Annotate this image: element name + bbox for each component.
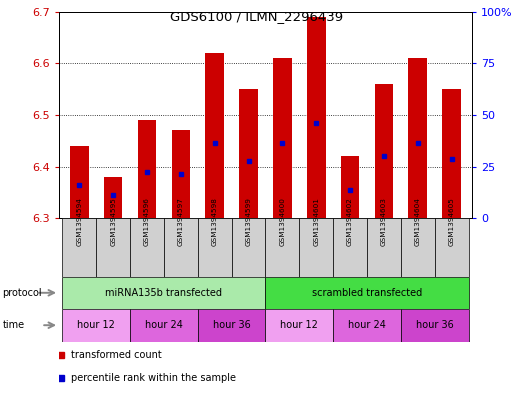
Text: GSM1394601: GSM1394601: [313, 198, 319, 246]
Bar: [307, 17, 326, 218]
Bar: [104, 177, 123, 218]
Text: GSM1394599: GSM1394599: [246, 198, 251, 246]
Text: hour 36: hour 36: [213, 320, 250, 330]
Bar: [198, 309, 266, 342]
Bar: [130, 218, 164, 277]
Text: percentile rank within the sample: percentile rank within the sample: [71, 373, 236, 383]
Text: hour 24: hour 24: [348, 320, 386, 330]
Text: GSM1394597: GSM1394597: [178, 198, 184, 246]
Text: GSM1394596: GSM1394596: [144, 198, 150, 246]
Text: GSM1394598: GSM1394598: [212, 198, 218, 246]
Bar: [442, 89, 461, 218]
Bar: [273, 58, 292, 218]
Text: GSM1394595: GSM1394595: [110, 198, 116, 246]
Bar: [63, 309, 130, 342]
Bar: [333, 309, 401, 342]
Bar: [63, 277, 266, 309]
Bar: [401, 218, 435, 277]
Text: scrambled transfected: scrambled transfected: [312, 288, 422, 298]
Text: GSM1394594: GSM1394594: [76, 198, 82, 246]
Text: hour 36: hour 36: [416, 320, 453, 330]
Bar: [205, 53, 224, 218]
Bar: [266, 277, 468, 309]
Bar: [367, 218, 401, 277]
Bar: [137, 120, 156, 218]
Bar: [232, 218, 266, 277]
Text: GSM1394604: GSM1394604: [415, 198, 421, 246]
Text: GSM1394600: GSM1394600: [280, 198, 285, 246]
Bar: [333, 218, 367, 277]
Text: transformed count: transformed count: [71, 350, 162, 360]
Bar: [435, 218, 468, 277]
Bar: [63, 218, 96, 277]
Text: miRNA135b transfected: miRNA135b transfected: [106, 288, 223, 298]
Text: hour 12: hour 12: [281, 320, 318, 330]
Text: GSM1394605: GSM1394605: [449, 198, 455, 246]
Text: hour 24: hour 24: [145, 320, 183, 330]
Text: GSM1394603: GSM1394603: [381, 198, 387, 246]
Bar: [299, 218, 333, 277]
Text: hour 12: hour 12: [77, 320, 115, 330]
Text: GSM1394602: GSM1394602: [347, 198, 353, 246]
Text: protocol: protocol: [3, 288, 42, 298]
Bar: [401, 309, 468, 342]
Bar: [266, 309, 333, 342]
Text: time: time: [3, 320, 25, 330]
Bar: [198, 218, 232, 277]
Bar: [266, 218, 299, 277]
Bar: [341, 156, 360, 218]
Bar: [70, 146, 89, 218]
Bar: [408, 58, 427, 218]
Bar: [374, 84, 393, 218]
Text: GDS6100 / ILMN_2296439: GDS6100 / ILMN_2296439: [170, 10, 343, 23]
Bar: [96, 218, 130, 277]
Bar: [171, 130, 190, 218]
Bar: [239, 89, 258, 218]
Bar: [130, 309, 198, 342]
Bar: [164, 218, 198, 277]
